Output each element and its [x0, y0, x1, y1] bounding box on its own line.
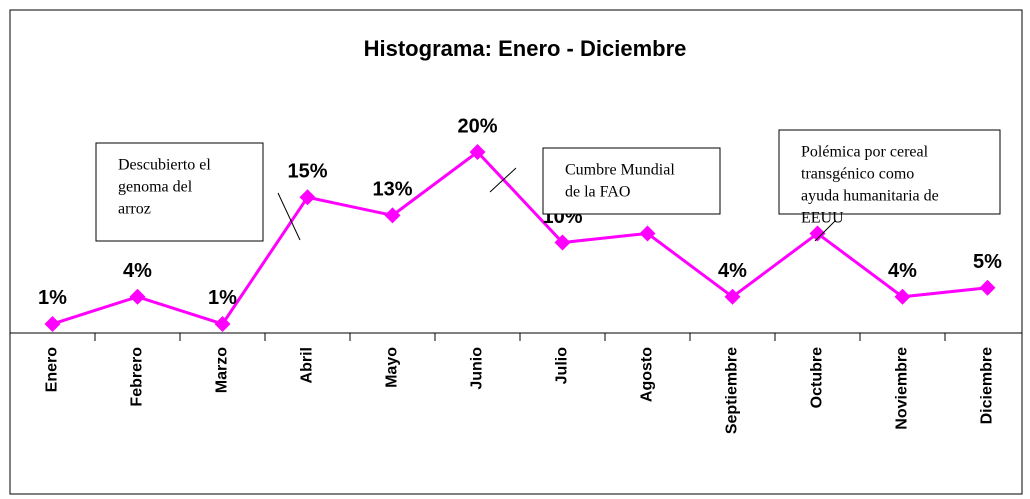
- x-tick-label: Marzo: [214, 347, 231, 393]
- annotation-text: Polémica por cereal: [801, 144, 929, 161]
- data-label: 5%: [973, 251, 1002, 273]
- x-tick-label: Julio: [554, 347, 571, 385]
- data-point: [129, 288, 146, 305]
- x-tick-label: Febrero: [129, 347, 146, 407]
- x-tick-label: Enero: [44, 347, 61, 393]
- data-label: 4%: [718, 260, 747, 282]
- data-point: [894, 288, 911, 305]
- data-point: [979, 279, 996, 296]
- data-label: 1%: [208, 287, 237, 309]
- data-label: 1%: [38, 287, 67, 309]
- annotation-text: genoma del: [118, 179, 193, 196]
- data-line: [52, 149, 988, 326]
- data-point: [809, 225, 826, 242]
- chart-title: Histograma: Enero - Diciembre: [364, 36, 687, 61]
- data-point: [44, 315, 61, 332]
- annotation-box: [542, 147, 721, 215]
- chart-frame: [9, 9, 1023, 495]
- annotation-text: transgénico como: [801, 166, 914, 183]
- data-point: [469, 144, 486, 160]
- annotation-box: [778, 129, 1001, 215]
- data-point: [554, 234, 571, 251]
- annotation-box: [95, 142, 264, 242]
- x-tick-label: Junio: [469, 347, 486, 390]
- leader-line: [277, 192, 301, 241]
- data-point: [299, 189, 316, 206]
- data-point: [639, 225, 656, 242]
- leader-line: [814, 220, 836, 242]
- x-tick-label: Abril: [299, 347, 316, 383]
- data-label: 13%: [372, 179, 412, 201]
- annotation-text: Cumbre Mundial: [565, 162, 675, 179]
- data-label: 20%: [457, 115, 497, 137]
- data-label: 15%: [287, 161, 327, 183]
- x-tick-label: Septiembre: [724, 347, 741, 434]
- data-label: 4%: [123, 260, 152, 282]
- x-tick-label: Noviembre: [894, 347, 911, 430]
- x-tick-label: Diciembre: [979, 347, 996, 424]
- x-tick-label: Mayo: [384, 347, 401, 388]
- annotation-text: Descubierto el: [118, 157, 211, 174]
- annotation-text: de la FAO: [565, 184, 630, 201]
- data-point: [214, 315, 231, 332]
- x-tick-label: Octubre: [809, 347, 826, 408]
- annotation-text: EEUU: [801, 210, 844, 227]
- x-tick-label: Agosto: [639, 347, 656, 402]
- data-point: [384, 207, 401, 224]
- data-point: [724, 288, 741, 305]
- annotation-text: arroz: [118, 201, 151, 218]
- leader-line: [489, 167, 517, 193]
- annotation-text: ayuda humanitaria de: [801, 188, 939, 205]
- data-label: 4%: [888, 260, 917, 282]
